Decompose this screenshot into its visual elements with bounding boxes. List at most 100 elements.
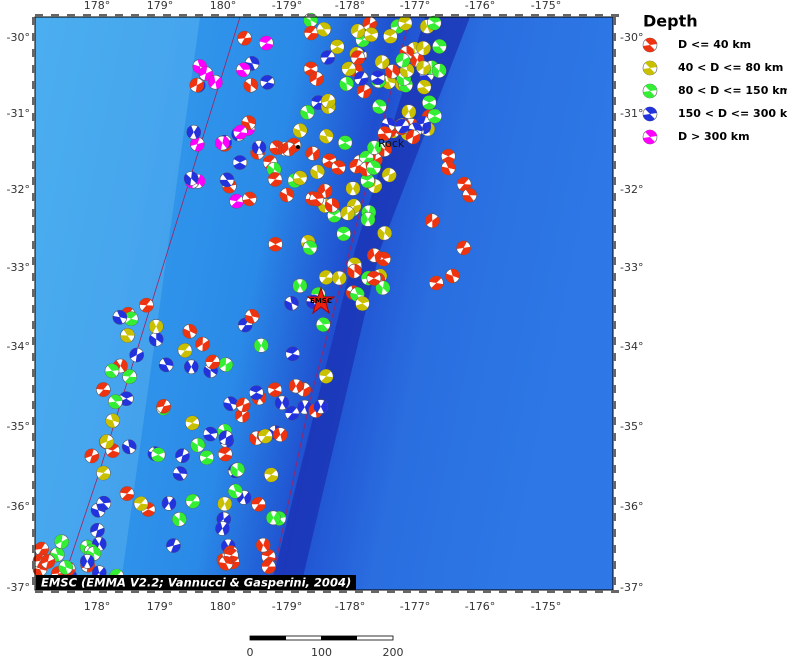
frame-segment	[32, 289, 35, 297]
lat-label-right: -35°	[620, 420, 643, 433]
focal-wedge	[266, 162, 281, 177]
frame-segment	[147, 590, 155, 593]
frame-segment	[32, 513, 35, 521]
focal-wedge	[58, 560, 73, 575]
frame-segment	[32, 161, 35, 169]
focal-wedge	[360, 173, 375, 188]
frame-segment	[32, 81, 35, 89]
focal-wedge	[185, 494, 200, 509]
focal-wedge	[375, 280, 390, 295]
focal-wedge	[112, 310, 127, 325]
lat-label-left: -36°	[7, 500, 30, 513]
frame-segment	[307, 590, 315, 593]
frame-segment	[613, 321, 616, 329]
focal-wedge	[249, 385, 263, 400]
focal-wedge	[366, 160, 381, 175]
legend-label: 40 < D <= 80 km	[678, 61, 783, 74]
frame-segment	[613, 97, 616, 105]
frame-segment	[611, 14, 619, 17]
lon-label-bottom: -176°	[465, 600, 495, 613]
focal-wedge	[300, 105, 315, 120]
frame-segment	[355, 14, 363, 17]
frame-segment	[451, 14, 459, 17]
lat-label-left: -31°	[7, 107, 30, 120]
epicenter-star	[306, 286, 336, 315]
frame-segment	[403, 14, 411, 17]
frame-segment	[291, 14, 299, 17]
frame-segment	[131, 590, 139, 593]
focal-wedge	[382, 167, 397, 182]
frame-segment	[227, 590, 235, 593]
frame-segment	[579, 14, 587, 17]
frame-segment	[613, 81, 616, 89]
frame-segment	[32, 401, 35, 409]
frame-segment	[483, 14, 491, 17]
frame-segment	[467, 590, 475, 593]
lat-label-right: -30°	[620, 31, 643, 44]
frame-segment	[613, 209, 616, 217]
frame-segment	[32, 433, 35, 441]
frame-segment	[613, 481, 616, 489]
frame-segment	[611, 590, 619, 593]
focal-wedge	[105, 363, 119, 378]
focal-wedge	[289, 379, 304, 393]
lat-label-right: -32°	[620, 183, 643, 196]
focal-wedge	[313, 400, 328, 413]
place-label: Rock	[378, 137, 405, 150]
frame-segment	[83, 590, 91, 593]
focal-wedge	[134, 496, 148, 511]
focal-wedge	[192, 59, 207, 74]
focal-wedge	[96, 496, 111, 511]
frame-segment	[227, 14, 235, 17]
frame-segment	[613, 577, 616, 585]
frame-segment	[32, 33, 35, 41]
lon-label-top: 180°	[210, 0, 237, 12]
frame-segment	[179, 14, 187, 17]
focal-wedge	[229, 194, 244, 209]
focal-wedge	[284, 296, 299, 311]
focal-wedge	[456, 240, 471, 255]
focal-wedge	[340, 206, 355, 221]
focal-wedge	[236, 397, 251, 412]
focal-wedge	[161, 496, 176, 511]
focal-wedge	[242, 191, 257, 206]
frame-segment	[163, 590, 171, 593]
focal-wedge	[320, 50, 335, 65]
focal-wedge	[293, 123, 308, 138]
focal-wedge	[108, 394, 123, 409]
focal-wedge	[425, 213, 440, 228]
frame-segment	[371, 14, 379, 17]
lon-label-top: -179°	[272, 0, 302, 12]
focal-wedge	[371, 70, 385, 85]
frame-segment	[291, 590, 299, 593]
lon-label-top: -176°	[465, 0, 495, 12]
ridge	[35, 17, 200, 590]
frame-segment	[613, 449, 616, 457]
focal-wedge	[208, 75, 223, 90]
scale-bar	[321, 636, 357, 640]
scale-bar	[250, 636, 286, 640]
frame-segment	[419, 14, 427, 17]
focal-wedge	[441, 161, 456, 176]
frame-segment	[32, 257, 35, 265]
frame-segment	[613, 465, 616, 473]
legend-title: Depth	[643, 12, 698, 31]
frame-segment	[259, 14, 267, 17]
focal-wedge	[364, 27, 378, 42]
frame-segment	[613, 129, 616, 137]
focal-wedge	[151, 447, 165, 462]
frame-segment	[613, 353, 616, 361]
focal-wedge	[216, 512, 231, 527]
frame-segment	[613, 113, 616, 121]
focal-wedge	[429, 276, 444, 291]
focal-wedge	[120, 328, 135, 343]
frame-segment	[32, 577, 35, 585]
frame-segment	[32, 481, 35, 489]
place-dot	[296, 145, 300, 149]
frame-segment	[531, 590, 539, 593]
focal-wedge	[345, 182, 360, 195]
focal-wedge	[90, 523, 105, 538]
frame-segment	[32, 305, 35, 313]
frame-segment	[595, 14, 603, 17]
